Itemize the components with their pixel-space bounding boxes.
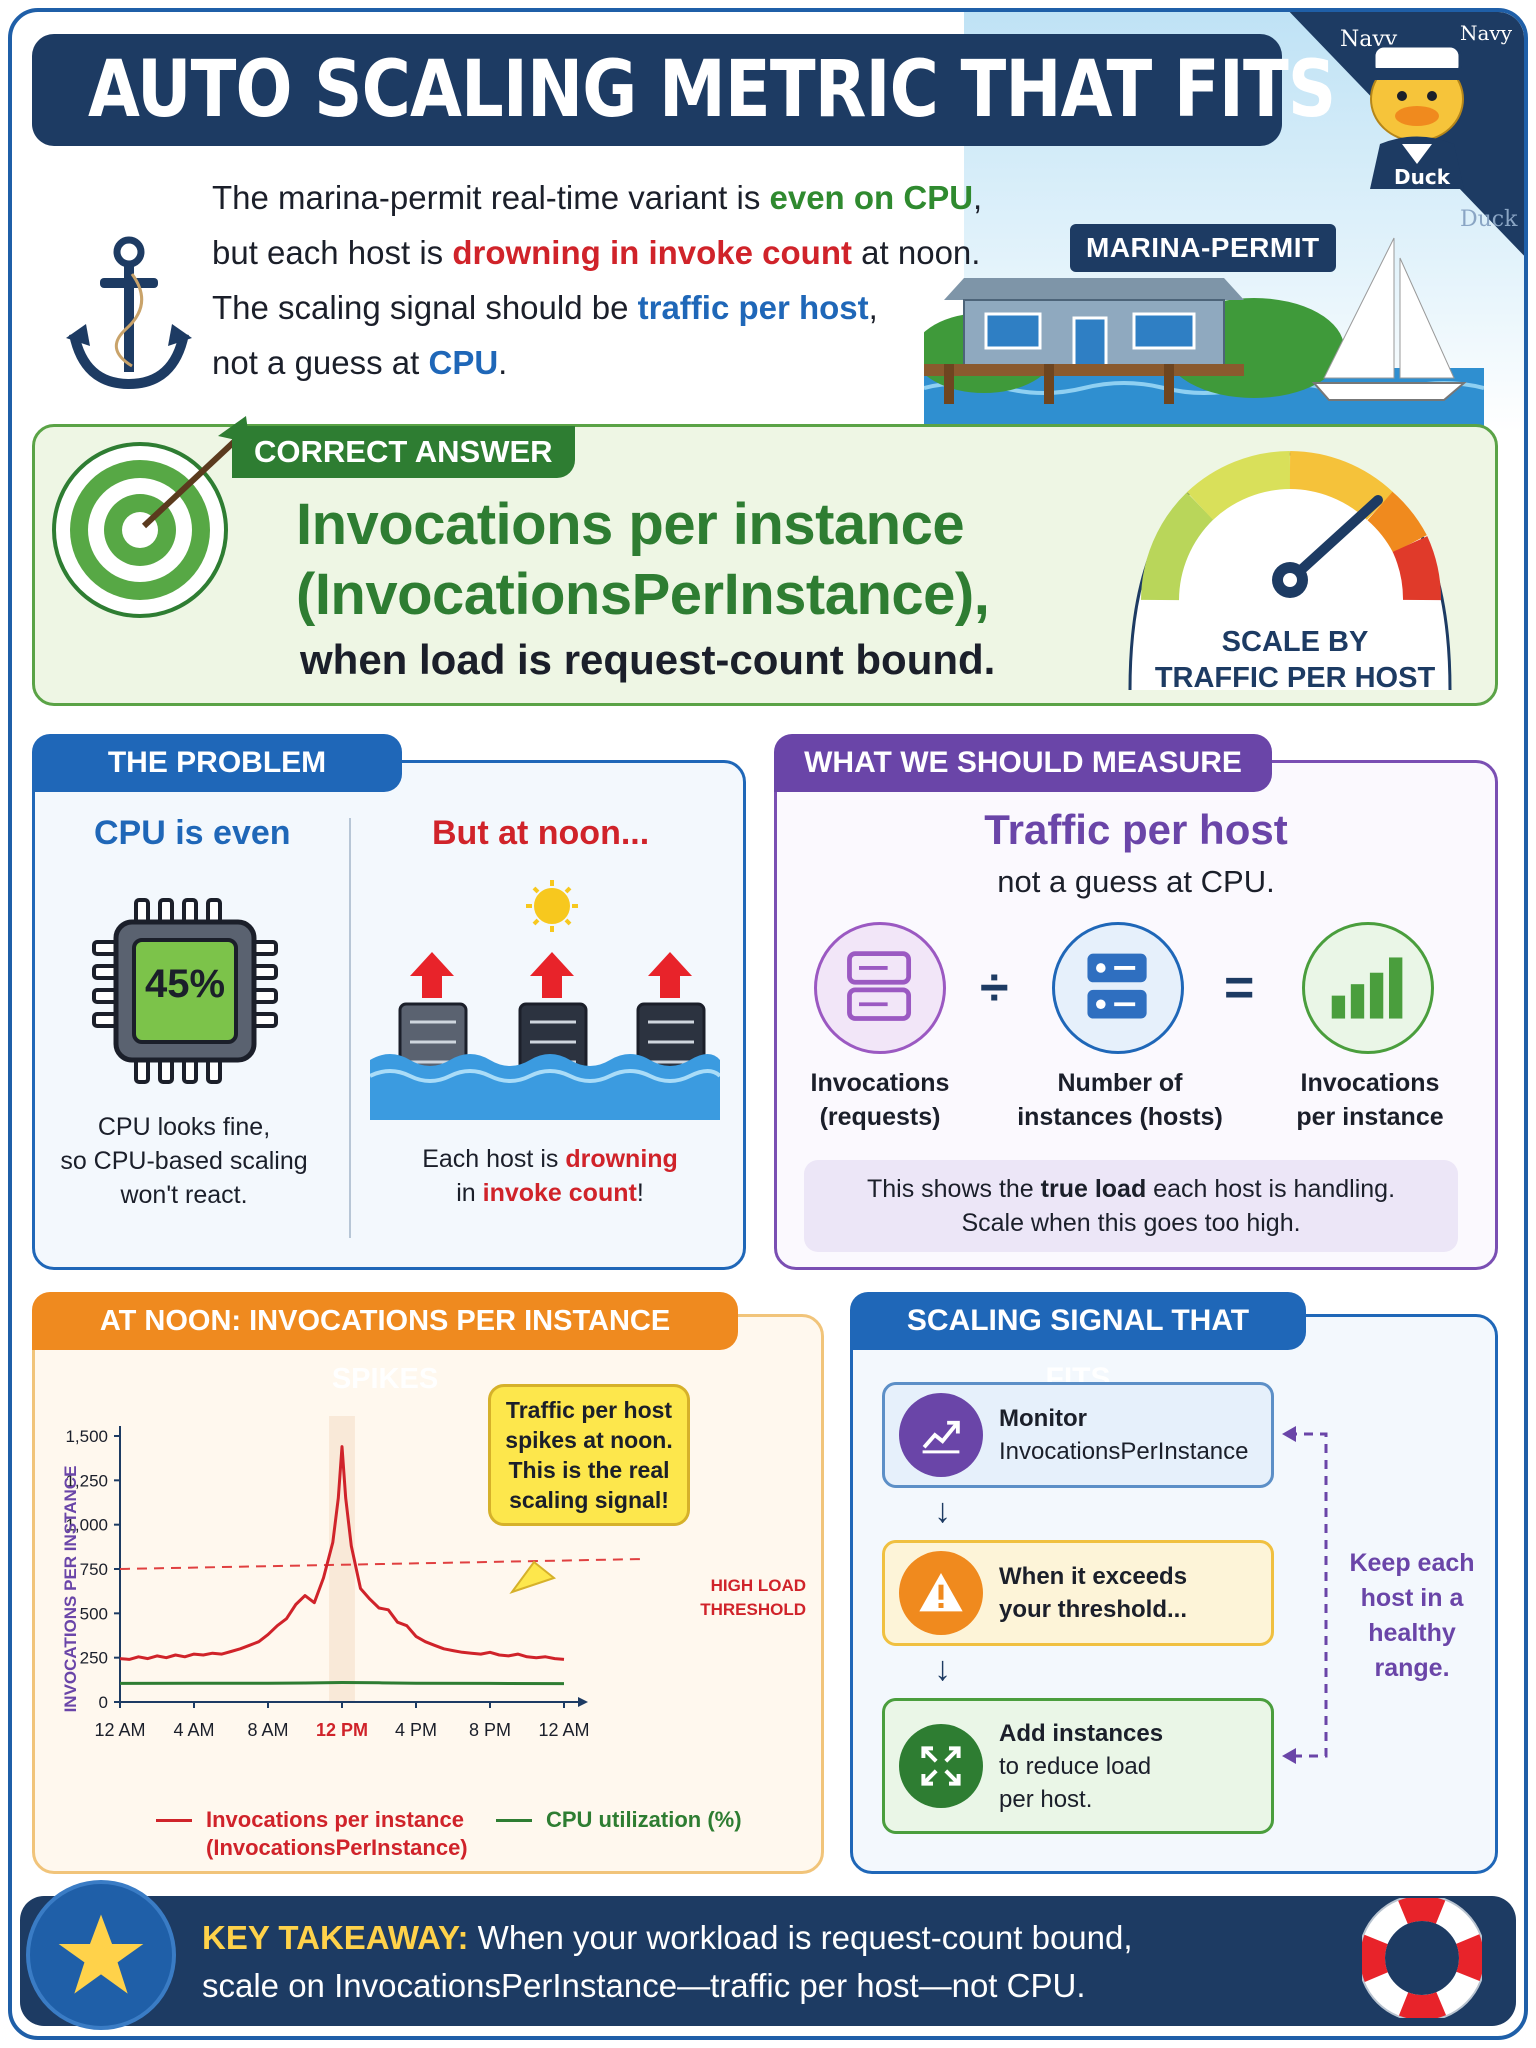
x-tick-label: 8 PM xyxy=(469,1720,511,1740)
y-tick-label: 1,000 xyxy=(65,1516,108,1535)
drowning-servers-icon xyxy=(370,880,720,1120)
correct-answer-title: Invocations per instance (InvocationsPer… xyxy=(296,492,990,627)
sun-icon xyxy=(526,880,578,932)
star-badge xyxy=(26,1880,176,2030)
legend-invocations-swatch xyxy=(156,1819,192,1822)
invocations-per-instance-label: Invocations per instance xyxy=(1296,1069,1444,1131)
legend-cpu: CPU utilization (%) xyxy=(496,1806,742,1834)
problem-divider xyxy=(349,818,351,1238)
keep-healthy-note: Keep each host in a healthy range. xyxy=(1349,1549,1475,1682)
x-tick-label: 8 AM xyxy=(247,1720,288,1740)
correct-answer-subtitle: when load is request-count bound. xyxy=(300,636,996,683)
y-tick-label: 1,500 xyxy=(65,1427,108,1446)
instances-label: Number of instances (hosts) xyxy=(1017,1069,1223,1131)
equals-operator: = xyxy=(1224,959,1255,1017)
chart-callout: Traffic per host spikes at noon. This is… xyxy=(488,1384,690,1526)
invocations-series-line xyxy=(119,1445,565,1661)
takeaway-bar xyxy=(20,1896,1516,2026)
invocations-line-chart: 0 250 500 750 1,000 1,250 1,500 12 AM 4 AM 8 AM 12… xyxy=(61,1416,806,1740)
y-tick-label: 750 xyxy=(80,1560,108,1579)
step-monitor: Monitor InvocationsPerInstance xyxy=(882,1382,1274,1488)
problem-left-heading: CPU is even xyxy=(94,814,291,852)
y-tick-label: 1,250 xyxy=(65,1471,108,1490)
problem-tab: THE PROBLEM xyxy=(32,734,402,792)
page-title: AUTO SCALING METRIC THAT FITS xyxy=(88,45,1336,135)
measure-title: Traffic per host xyxy=(984,806,1288,853)
threshold-line xyxy=(119,1558,645,1570)
problem-left-caption: CPU looks fine, so CPU-based scaling won… xyxy=(60,1113,308,1209)
threshold-label-2: THRESHOLD xyxy=(700,1600,806,1619)
measure-subtitle: not a guess at CPU. xyxy=(997,864,1275,899)
title-bar: AUTO SCALING METRIC THAT FITS xyxy=(32,34,1336,146)
chart-panel xyxy=(32,1314,824,1874)
x-axis-arrow xyxy=(578,1697,588,1707)
gauge-label: SCALE BY TRAFFIC PER HOST xyxy=(1154,626,1436,694)
step-arrow-2: ↓ xyxy=(934,1650,951,1688)
feedback-loop-arrow xyxy=(1282,1426,1328,1764)
step-arrow-1: ↓ xyxy=(934,1492,951,1530)
trend-icon xyxy=(899,1393,983,1477)
legend-cpu-swatch xyxy=(496,1819,532,1822)
threshold-label-1: HIGH LOAD xyxy=(711,1576,806,1595)
x-tick-label: 4 PM xyxy=(395,1720,437,1740)
building-label: MARINA-PERMIT xyxy=(1070,224,1336,272)
x-tick-label: 12 AM xyxy=(538,1720,589,1740)
x-tick-label: 4 AM xyxy=(173,1720,214,1740)
divide-operator: ÷ xyxy=(980,959,1009,1017)
cpu-percent-value: 45% xyxy=(144,962,226,1006)
instances-icon xyxy=(1052,922,1184,1054)
y-tick-label: 250 xyxy=(80,1649,108,1668)
expand-icon xyxy=(899,1724,983,1808)
callout-pointer xyxy=(509,1560,557,1594)
star-icon xyxy=(58,1914,144,1994)
bar-chart-icon xyxy=(1302,922,1434,1054)
mascot-side-text: Duck xyxy=(1460,207,1518,232)
y-axis-label: INVOCATIONS PER INSTANCE xyxy=(61,1466,80,1713)
x-tick-label: 12 AM xyxy=(94,1720,145,1740)
cpu-series-line xyxy=(119,1681,565,1686)
y-tick-label: 0 xyxy=(99,1693,108,1712)
invocations-icon xyxy=(814,922,946,1054)
mascot-shirt-text: Duck xyxy=(1394,165,1451,189)
target-icon xyxy=(52,416,250,618)
gauge-icon xyxy=(1128,451,1452,691)
invocations-label: Invocations (requests) xyxy=(810,1069,950,1131)
measure-tab: WHAT WE SHOULD MEASURE xyxy=(774,734,1272,792)
step-threshold: When it exceeds your threshold... xyxy=(882,1540,1274,1646)
takeaway-text: KEY TAKEAWAY: When your workload is requ… xyxy=(202,1919,1133,2004)
measure-note: This shows the true load each host is ha… xyxy=(804,1160,1458,1252)
step-add-instances: Add instances to reduce load per host. xyxy=(882,1698,1274,1834)
cpu-chip-icon xyxy=(92,898,278,1084)
correct-answer-tag: CORRECT ANSWER xyxy=(232,426,575,478)
chart-tab: AT NOON: INVOCATIONS PER INSTANCE SPIKES xyxy=(32,1292,738,1395)
problem-right-caption: Each host is drowning in invoke count! xyxy=(422,1145,678,1207)
life-ring-icon xyxy=(1362,1898,1482,2018)
mascot-cap-text-2: Navy xyxy=(1460,21,1513,45)
y-tick-label: 500 xyxy=(80,1604,108,1623)
anchor-icon xyxy=(66,236,192,390)
navy-duck-mascot: Navy Navy Duck Duck xyxy=(1289,12,1524,256)
signal-tab: SCALING SIGNAL THAT FITS xyxy=(850,1292,1306,1395)
intro-text: The marina-permit real-time variant is e… xyxy=(212,179,983,381)
legend-invocations: Invocations per instance (InvocationsPerI… xyxy=(156,1806,468,1862)
warning-icon xyxy=(899,1551,983,1635)
x-tick-label: 12 PM xyxy=(316,1720,368,1740)
problem-right-heading: But at noon... xyxy=(432,814,650,852)
